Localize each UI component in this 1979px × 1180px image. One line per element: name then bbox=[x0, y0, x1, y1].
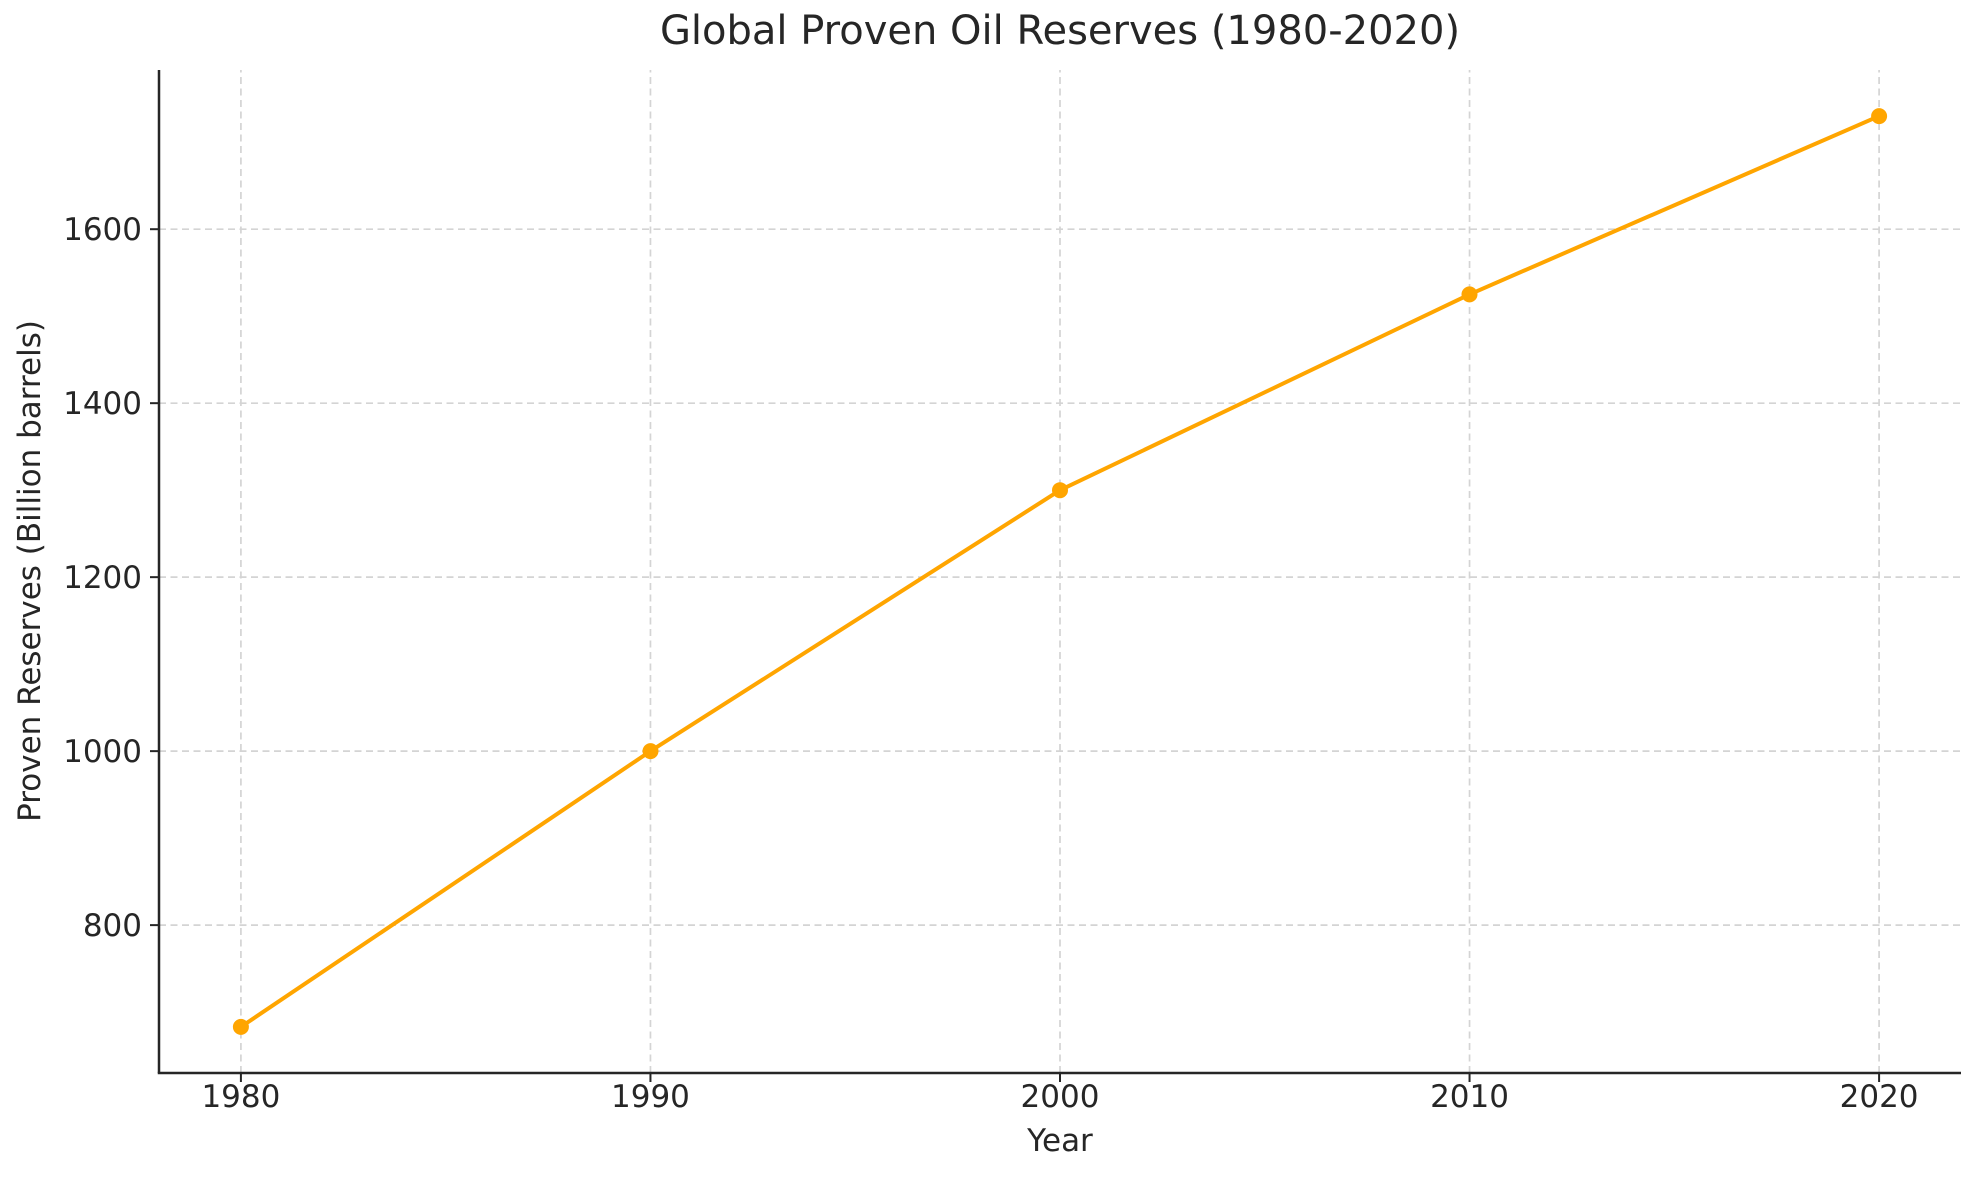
y-tick-label-1400: 1400 bbox=[63, 386, 142, 422]
tick-labels: 1980 1990 2000 2010 2020 800 1000 1200 1400 1600 bbox=[63, 212, 1918, 1115]
y-axis-label: Proven Reserves (Billion barrels) bbox=[12, 320, 48, 822]
data-series-layer bbox=[232, 108, 1888, 1035]
data-point-1990 bbox=[642, 743, 659, 760]
data-point-2000 bbox=[1052, 482, 1068, 499]
y-tick-label-1200: 1200 bbox=[63, 560, 142, 596]
y-tick-label-800: 800 bbox=[83, 908, 142, 944]
data-point-2010 bbox=[1461, 286, 1478, 303]
tick-marks bbox=[150, 228, 1881, 1082]
x-tick-label-1990: 1990 bbox=[611, 1079, 690, 1115]
x-axis-label: Year bbox=[1026, 1123, 1093, 1159]
data-point-1980 bbox=[232, 1018, 249, 1035]
y-tick-label-1000: 1000 bbox=[63, 734, 142, 770]
x-tick-label-2000: 2000 bbox=[1021, 1079, 1100, 1115]
chart-title: Global Proven Oil Reserves (1980-2020) bbox=[660, 8, 1460, 54]
x-tick-label-2020: 2020 bbox=[1840, 1079, 1919, 1115]
grid-layer bbox=[159, 70, 1961, 1073]
data-point-2020 bbox=[1871, 108, 1888, 125]
x-tick-label-2010: 2010 bbox=[1430, 1079, 1509, 1115]
x-tick-label-1980: 1980 bbox=[201, 1079, 280, 1115]
y-tick-label-1600: 1600 bbox=[63, 212, 142, 248]
